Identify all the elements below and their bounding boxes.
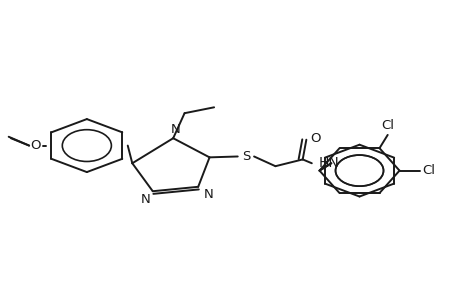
Text: Cl: Cl bbox=[421, 164, 434, 177]
Text: O: O bbox=[31, 139, 41, 152]
Text: N: N bbox=[170, 123, 180, 136]
Text: N: N bbox=[203, 188, 213, 201]
Text: N: N bbox=[140, 193, 150, 206]
Text: O: O bbox=[309, 132, 320, 145]
Text: S: S bbox=[241, 150, 250, 163]
Text: Cl: Cl bbox=[381, 119, 393, 132]
Text: HN: HN bbox=[318, 156, 339, 170]
